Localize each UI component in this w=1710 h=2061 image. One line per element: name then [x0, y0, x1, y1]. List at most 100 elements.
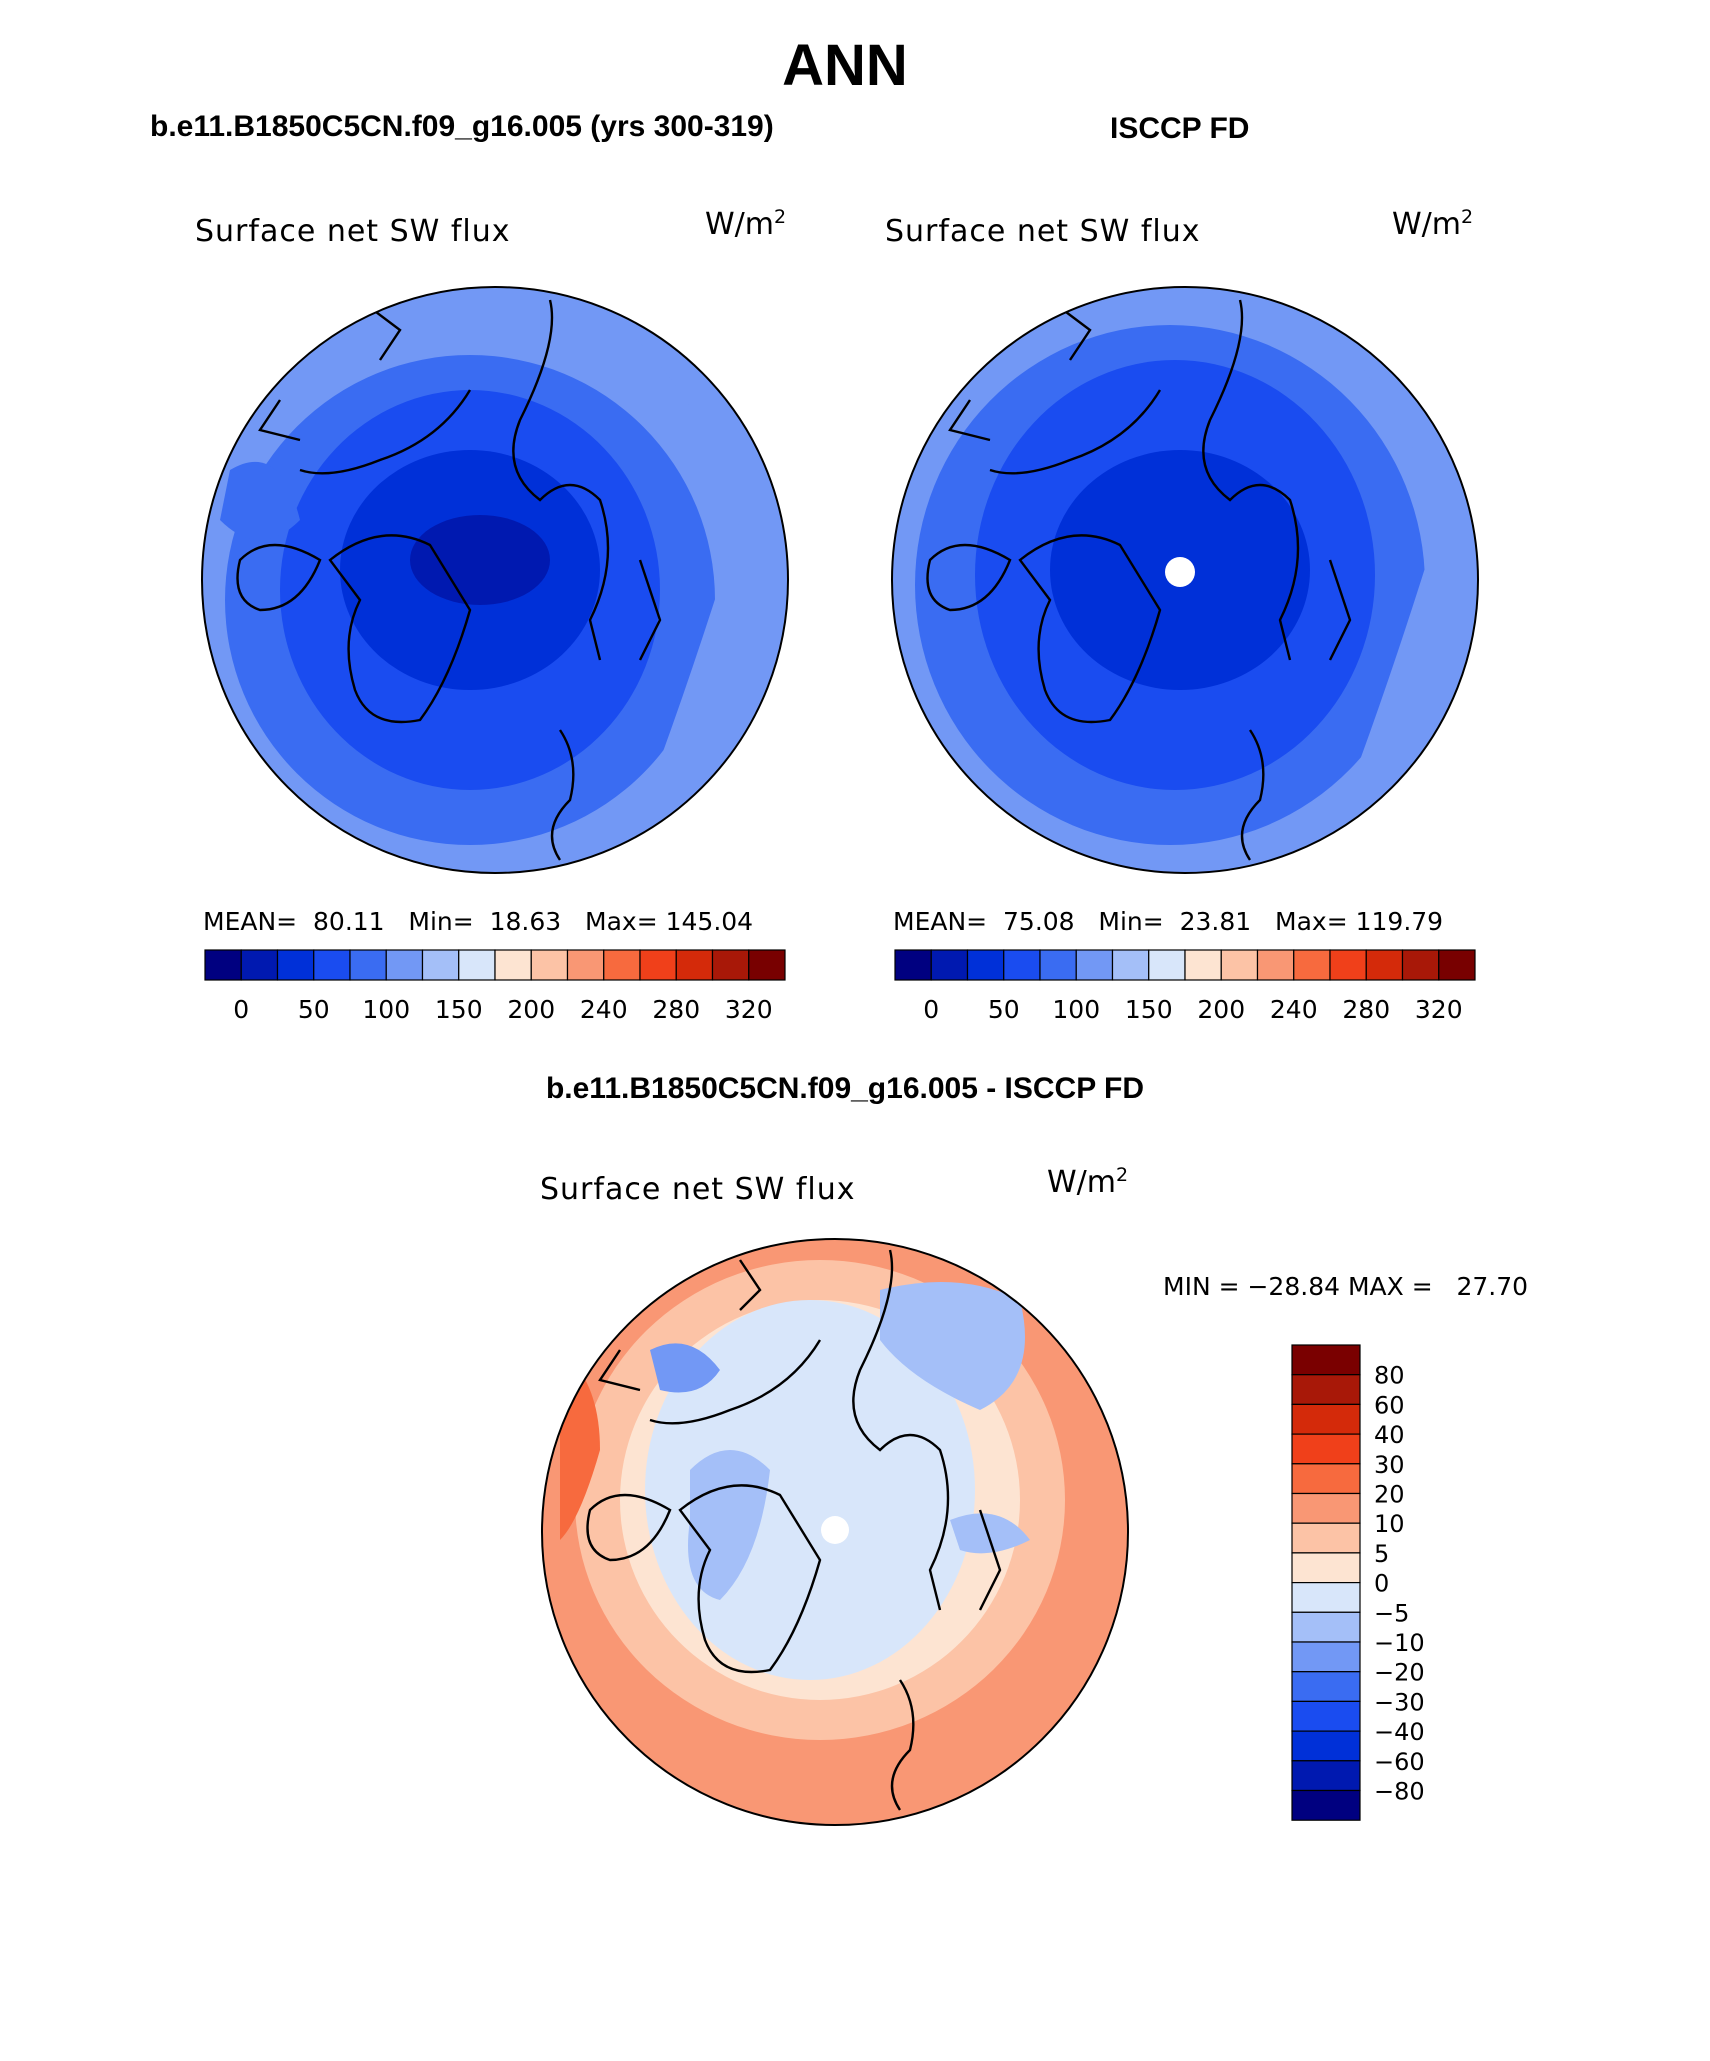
- obs-colorbar-box: [966, 949, 1005, 981]
- diff-colorbar-label: 5: [1374, 1540, 1389, 1568]
- model-colorbar-box: [748, 949, 786, 981]
- model-colorbar-box: [494, 949, 532, 981]
- obs-pole-hole: [1165, 557, 1195, 587]
- obs-colorbar-box: [1365, 949, 1404, 981]
- obs-colorbar-box: [1293, 949, 1331, 981]
- model-colorbar: 0 50 100 150 200 240 280 320: [204, 949, 786, 1024]
- diff-colorbar-label: −80: [1374, 1778, 1425, 1806]
- diff-colorbar-label: −20: [1374, 1659, 1425, 1687]
- diff-pole-hole: [821, 1516, 849, 1544]
- diff-colorbar-box: [1291, 1463, 1361, 1495]
- diff-colorbar-label: 10: [1374, 1510, 1405, 1538]
- obs-colorbar-box: [1438, 949, 1476, 981]
- model-colorbar-box: [458, 949, 496, 981]
- diff-colorbar-label: 30: [1374, 1451, 1405, 1479]
- diff-colorbar-box: [1291, 1760, 1361, 1792]
- model-colorbar-label: 280: [652, 995, 700, 1024]
- diff-colorbar-box: [1291, 1552, 1361, 1584]
- obs-colorbar-box: [894, 949, 932, 981]
- obs-coastlines: [926, 299, 1352, 861]
- obs-colorbar-label: 50: [988, 995, 1020, 1024]
- obs-colorbar-label: 150: [1125, 995, 1173, 1024]
- obs-colorbar-label: 100: [1052, 995, 1100, 1024]
- model-colorbar-box: [639, 949, 677, 981]
- diff-map-border: [541, 1238, 1129, 1826]
- obs-colorbar-box: [1148, 949, 1186, 981]
- model-colorbar-label: 50: [298, 995, 330, 1024]
- model-case-title: b.e11.B1850C5CN.f09_g16.005 (yrs 300-319…: [150, 110, 774, 143]
- obs-map-border: [891, 286, 1479, 874]
- model-colorbar-label: 240: [580, 995, 628, 1024]
- model-colorbar-box: [421, 949, 460, 981]
- diff-units: W/m2: [1047, 1164, 1129, 1200]
- obs-colorbar-box: [1256, 949, 1295, 981]
- diff-colorbar-box: [1291, 1344, 1361, 1376]
- model-colorbar-box: [711, 949, 750, 981]
- obs-variable-label: Surface net SW flux: [885, 214, 1201, 249]
- model-stats: MEAN= 80.11 Min= 18.63 Max= 145.04: [203, 907, 754, 936]
- obs-colorbar-box: [1220, 949, 1259, 981]
- diff-colorbar-box: [1291, 1730, 1361, 1762]
- diff-colorbar-label: −10: [1374, 1629, 1425, 1657]
- obs-colorbar-box: [1111, 949, 1150, 981]
- diff-colorbar-label: −40: [1374, 1718, 1425, 1746]
- obs-colorbar-box: [1401, 949, 1440, 981]
- model-colorbar-box: [276, 949, 315, 981]
- obs-colorbar-box: [1003, 949, 1041, 981]
- diff-colorbar-box: [1291, 1611, 1361, 1643]
- diff-colorbar-label: 80: [1374, 1362, 1405, 1390]
- obs-case-title: ISCCP FD: [1110, 112, 1250, 145]
- obs-colorbar-box: [1039, 949, 1077, 981]
- obs-colorbar: 0 50 100 150 200 240 280 320: [894, 949, 1476, 1024]
- diff-colorbar-label: 20: [1374, 1481, 1405, 1509]
- model-colorbar-label: 150: [435, 995, 483, 1024]
- diff-colorbar-box: [1291, 1671, 1361, 1702]
- obs-colorbar-box: [1075, 949, 1114, 981]
- diff-case-title: b.e11.B1850C5CN.f09_g16.005 - ISCCP FD: [545, 1072, 1145, 1105]
- diff-colorbar-box: [1291, 1492, 1361, 1524]
- diff-map: [542, 1239, 1128, 1825]
- obs-colorbar-label: 240: [1270, 995, 1318, 1024]
- diff-colorbar-box: [1291, 1789, 1361, 1821]
- obs-stats: MEAN= 75.08 Min= 23.81 Max= 119.79: [893, 907, 1444, 936]
- model-colorbar-box: [530, 949, 569, 981]
- diff-colorbar-label: −30: [1374, 1688, 1425, 1716]
- model-colorbar-box: [603, 949, 641, 981]
- diff-colorbar-label: 0: [1374, 1570, 1389, 1598]
- model-colorbar-box: [240, 949, 279, 981]
- diff-colorbar-box: [1291, 1403, 1361, 1435]
- diff-colorbar-box: [1291, 1433, 1361, 1465]
- model-colorbar-box: [385, 949, 424, 981]
- model-colorbar-box: [349, 949, 387, 981]
- obs-colorbar-box: [1329, 949, 1367, 981]
- obs-colorbar-box: [1184, 949, 1222, 981]
- model-colorbar-box: [204, 949, 242, 981]
- diff-colorbar-box: [1291, 1700, 1361, 1732]
- obs-colorbar-label: 200: [1197, 995, 1245, 1024]
- model-colorbar-label: 320: [725, 995, 773, 1024]
- diff-colorbar-label: 40: [1374, 1421, 1405, 1449]
- diff-colorbar-label: 60: [1374, 1391, 1405, 1419]
- model-map-border: [201, 286, 789, 874]
- diff-variable-label: Surface net SW flux: [540, 1172, 856, 1207]
- diff-coastlines: [586, 1249, 1002, 1811]
- obs-colorbar-label: 280: [1342, 995, 1390, 1024]
- diff-colorbar-box: [1291, 1374, 1361, 1405]
- obs-units: W/m2: [1392, 206, 1474, 242]
- diff-colorbar-box: [1291, 1522, 1361, 1554]
- model-colorbar-box: [313, 949, 351, 981]
- diff-stats: MIN = −28.84 MAX = 27.70: [1163, 1272, 1529, 1301]
- model-map: [202, 287, 788, 873]
- diff-colorbar-box: [1291, 1581, 1361, 1613]
- obs-colorbar-box: [930, 949, 969, 981]
- model-units: W/m2: [705, 206, 787, 242]
- diff-colorbar-label: −5: [1374, 1599, 1409, 1627]
- model-colorbar-box: [675, 949, 714, 981]
- diff-colorbar-box: [1291, 1641, 1361, 1673]
- model-variable-label: Surface net SW flux: [195, 214, 511, 249]
- model-colorbar-label: 100: [362, 995, 410, 1024]
- model-colorbar-box: [566, 949, 605, 981]
- model-colorbar-label: 200: [507, 995, 555, 1024]
